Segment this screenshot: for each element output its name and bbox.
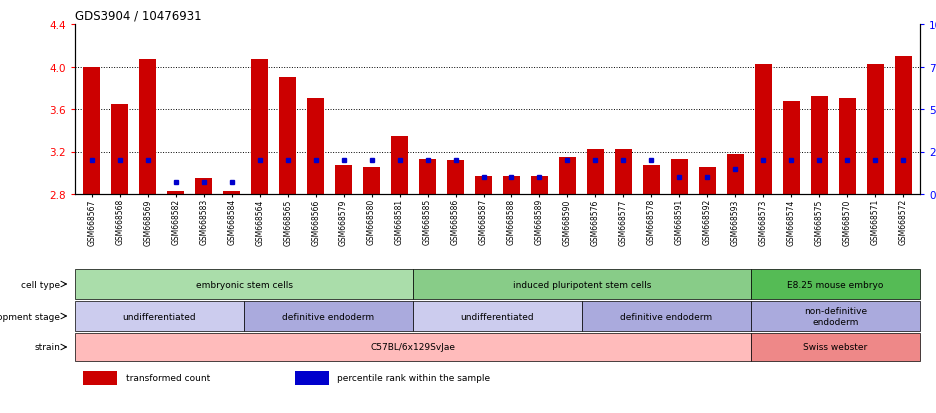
Bar xyxy=(727,154,744,195)
Bar xyxy=(224,191,240,195)
Text: strain: strain xyxy=(35,343,60,351)
FancyBboxPatch shape xyxy=(751,333,920,361)
Bar xyxy=(839,99,856,195)
Bar xyxy=(139,60,156,195)
FancyBboxPatch shape xyxy=(75,269,413,299)
Text: percentile rank within the sample: percentile rank within the sample xyxy=(337,374,490,382)
Text: definitive endoderm: definitive endoderm xyxy=(283,312,374,321)
FancyBboxPatch shape xyxy=(751,269,920,299)
Bar xyxy=(295,372,329,385)
Text: definitive endoderm: definitive endoderm xyxy=(621,312,712,321)
Bar xyxy=(391,136,408,195)
Bar xyxy=(559,157,576,195)
Bar xyxy=(279,78,296,195)
Bar xyxy=(643,166,660,195)
Bar xyxy=(363,168,380,195)
Bar xyxy=(755,65,771,195)
Text: transformed count: transformed count xyxy=(125,374,210,382)
Bar xyxy=(307,99,324,195)
Bar xyxy=(111,104,128,195)
FancyBboxPatch shape xyxy=(75,333,751,361)
Bar xyxy=(699,168,716,195)
Bar xyxy=(475,176,492,195)
Text: induced pluripotent stem cells: induced pluripotent stem cells xyxy=(513,280,651,289)
Bar xyxy=(335,166,352,195)
Bar xyxy=(419,159,436,195)
Text: cell type: cell type xyxy=(21,280,60,289)
Bar xyxy=(867,65,884,195)
Text: undifferentiated: undifferentiated xyxy=(123,312,197,321)
Bar xyxy=(811,97,827,195)
Text: E8.25 mouse embryo: E8.25 mouse embryo xyxy=(787,280,884,289)
Text: undifferentiated: undifferentiated xyxy=(461,312,534,321)
Bar xyxy=(615,150,632,195)
FancyBboxPatch shape xyxy=(413,269,751,299)
Bar xyxy=(168,191,184,195)
Bar xyxy=(251,60,268,195)
Text: non-definitive
endoderm: non-definitive endoderm xyxy=(804,306,867,326)
Text: development stage: development stage xyxy=(0,312,60,321)
FancyBboxPatch shape xyxy=(413,301,582,331)
FancyBboxPatch shape xyxy=(75,301,244,331)
Bar xyxy=(83,372,117,385)
Bar xyxy=(447,161,464,195)
FancyBboxPatch shape xyxy=(751,301,920,331)
Bar xyxy=(503,176,519,195)
Bar xyxy=(895,57,912,195)
Text: Swiss webster: Swiss webster xyxy=(803,343,868,351)
FancyBboxPatch shape xyxy=(582,301,751,331)
Text: embryonic stem cells: embryonic stem cells xyxy=(196,280,293,289)
Bar xyxy=(531,176,548,195)
Bar xyxy=(83,67,100,195)
Bar xyxy=(196,179,212,195)
Text: C57BL/6x129SvJae: C57BL/6x129SvJae xyxy=(371,343,456,351)
Text: GDS3904 / 10476931: GDS3904 / 10476931 xyxy=(75,9,201,22)
Bar xyxy=(587,150,604,195)
Bar xyxy=(782,101,799,195)
Bar xyxy=(671,159,688,195)
FancyBboxPatch shape xyxy=(244,301,413,331)
